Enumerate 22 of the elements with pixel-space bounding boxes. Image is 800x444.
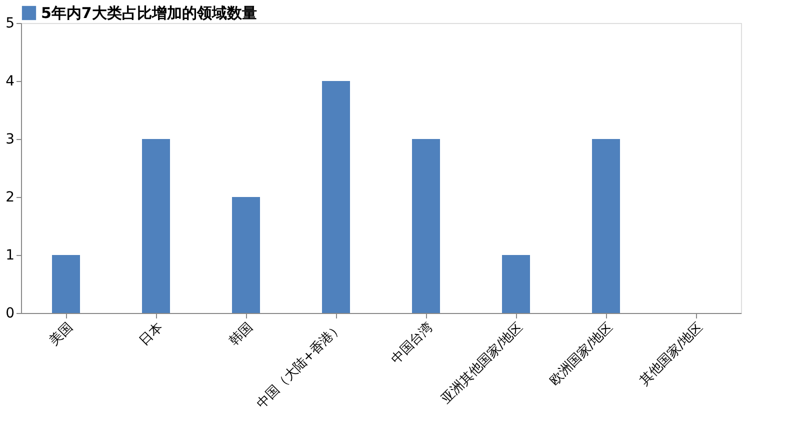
bar — [592, 139, 620, 313]
legend-label: 5年内7大类占比增加的领域数量 — [41, 4, 257, 22]
x-tick-label: 中国（大陆+香港） — [254, 320, 346, 412]
x-tick-label: 亚洲其他国家/地区 — [438, 319, 526, 408]
x-tick-label: 美国 — [46, 319, 76, 349]
bar — [502, 255, 530, 313]
y-tick-label: 1 — [6, 248, 14, 264]
y-tick-label: 4 — [6, 74, 15, 90]
y-tick-label: 5 — [6, 16, 14, 32]
y-tick-label: 2 — [6, 190, 14, 206]
x-tick-label: 日本 — [136, 320, 166, 349]
bar — [412, 139, 440, 313]
bar — [142, 139, 170, 313]
bar — [52, 255, 80, 313]
x-tick-label: 韩国 — [226, 320, 256, 349]
x-tick-label: 中国台湾 — [388, 319, 436, 368]
x-tick-label: 欧洲国家/地区 — [546, 319, 616, 389]
x-tick-label: 其他国家/地区 — [636, 319, 706, 389]
bar — [232, 197, 260, 313]
y-tick-label: 3 — [6, 132, 14, 148]
y-tick-label: 0 — [6, 306, 14, 322]
bar — [322, 81, 350, 313]
